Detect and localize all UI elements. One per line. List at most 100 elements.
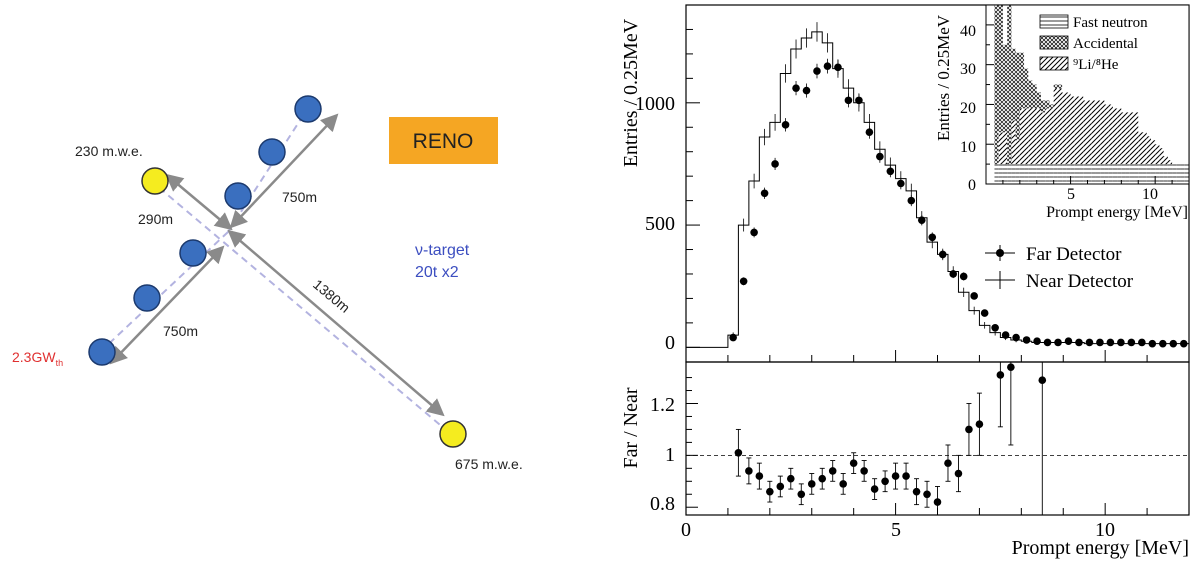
fast-neutron-bar bbox=[1066, 164, 1071, 184]
far-point bbox=[1169, 339, 1178, 348]
legend-far-marker bbox=[996, 249, 1004, 257]
ratio-point bbox=[860, 467, 868, 475]
legend-near-label: Near Detector bbox=[1026, 271, 1134, 292]
legend-li-label: ⁹Li/⁸He bbox=[1073, 57, 1119, 73]
ratio-point bbox=[745, 467, 753, 475]
background-inset-plot: Entries / 0.25MeV 0 10 20 30 40 5 10 Pro… bbox=[934, 4, 1190, 221]
main-ytick-1000: 1000 bbox=[635, 93, 675, 115]
label-reactor-power: 2.3GWth bbox=[12, 349, 63, 368]
li-he-bar bbox=[1150, 140, 1156, 165]
far-detector-marker bbox=[439, 420, 467, 448]
ratio-ylabel: Far / Near bbox=[620, 387, 642, 468]
label-target-line2: 20t x2 bbox=[415, 264, 459, 281]
li-he-bar bbox=[1138, 132, 1143, 165]
far-point bbox=[1043, 338, 1052, 347]
li-he-bar bbox=[1083, 100, 1088, 165]
far-point bbox=[844, 96, 853, 105]
ratio-point bbox=[891, 472, 900, 480]
far-point bbox=[739, 277, 748, 286]
far-point bbox=[823, 62, 832, 70]
fast-neutron-bar bbox=[1167, 164, 1173, 184]
fast-neutron-bar bbox=[1087, 164, 1092, 184]
far-point bbox=[949, 270, 958, 278]
ratio-point bbox=[839, 480, 847, 488]
accidental-bar bbox=[1053, 84, 1058, 89]
far-point bbox=[1012, 333, 1020, 342]
fast-neutron-bar bbox=[1176, 164, 1181, 184]
main-plot-ticks bbox=[685, 28, 1190, 362]
li-he-bar bbox=[1134, 112, 1139, 165]
ratio-point bbox=[766, 487, 774, 496]
inset-legend: Fast neutron Accidental ⁹Li/⁸He bbox=[1039, 14, 1148, 73]
label-distance-290: 290m bbox=[138, 211, 173, 227]
reactor-1 bbox=[88, 338, 116, 366]
li-he-bar bbox=[1129, 112, 1135, 165]
li-he-bar bbox=[1100, 100, 1105, 165]
reactor-6 bbox=[294, 95, 322, 123]
far-point bbox=[792, 84, 800, 92]
main-ytick-0: 0 bbox=[665, 332, 675, 354]
li-he-bar bbox=[1121, 112, 1126, 165]
far-point bbox=[917, 216, 926, 224]
inset-ytick-30: 30 bbox=[960, 61, 976, 78]
inset-ticks bbox=[985, 4, 1190, 185]
fast-neutron-bar bbox=[1142, 164, 1147, 184]
far-point bbox=[1064, 337, 1073, 346]
accidental-bar bbox=[1057, 84, 1063, 89]
li-he-bar bbox=[1095, 100, 1101, 165]
ratio-xtick-0: 0 bbox=[681, 519, 691, 541]
far-point bbox=[959, 272, 968, 281]
far-detector-points bbox=[729, 58, 1188, 348]
li-he-bar bbox=[1070, 96, 1075, 165]
far-point bbox=[781, 121, 790, 129]
li-he-bar bbox=[1125, 112, 1130, 165]
fast-neutron-bar bbox=[1019, 164, 1025, 184]
main-legend: Far Detector Near Detector bbox=[985, 244, 1134, 292]
li-he-bar bbox=[1053, 88, 1058, 165]
li-he-bar bbox=[1117, 108, 1122, 165]
far-point bbox=[1117, 338, 1125, 347]
far-point bbox=[1138, 338, 1146, 347]
fast-neutron-bar bbox=[1172, 164, 1177, 184]
fast-neutron-bar bbox=[1117, 164, 1122, 184]
baseline-dashed-far bbox=[149, 179, 453, 436]
fast-neutron-bar bbox=[1146, 164, 1151, 184]
far-point bbox=[1148, 339, 1157, 348]
label-overburden-near: 230 m.w.e. bbox=[75, 143, 143, 159]
far-point bbox=[1001, 331, 1010, 339]
ratio-ytick-1.2: 1.2 bbox=[650, 394, 675, 416]
li-he-bar bbox=[1091, 100, 1096, 165]
ratio-point bbox=[807, 480, 816, 488]
ratio-point bbox=[933, 498, 942, 506]
fast-neutron-bar bbox=[1100, 164, 1105, 184]
ratio-xlabel: Prompt energy [MeV] bbox=[1012, 537, 1189, 559]
fast-neutron-bar bbox=[1163, 164, 1168, 184]
accidental-bar bbox=[1045, 100, 1050, 109]
legend-acc-label: Accidental bbox=[1073, 36, 1138, 52]
li-he-bar bbox=[1040, 112, 1046, 165]
far-point bbox=[813, 67, 821, 75]
fast-neutron-bar bbox=[1108, 164, 1113, 184]
ratio-point bbox=[870, 485, 879, 493]
ratio-ytick-0.8: 0.8 bbox=[650, 493, 675, 515]
li-he-bar bbox=[1155, 144, 1160, 165]
arrow-750m-upper bbox=[229, 113, 339, 229]
li-he-bar bbox=[1057, 88, 1063, 165]
label-distance-750-upper: 750m bbox=[282, 189, 317, 205]
arrow-290m bbox=[165, 173, 233, 231]
fast-neutron-bar bbox=[1070, 164, 1075, 184]
accidental-bar bbox=[1011, 48, 1016, 121]
fast-neutron-bar bbox=[1015, 164, 1020, 184]
far-point bbox=[760, 189, 769, 198]
li-he-bar bbox=[1112, 108, 1118, 165]
ratio-point bbox=[975, 420, 984, 429]
li-he-bar bbox=[1019, 108, 1025, 165]
main-ytick-500: 500 bbox=[645, 213, 675, 235]
li-he-bar bbox=[1036, 108, 1041, 165]
accidental-bar bbox=[1002, 44, 1008, 133]
li-he-bar bbox=[1062, 92, 1067, 165]
inset-xtick-5: 5 bbox=[1067, 186, 1075, 203]
far-point bbox=[1054, 338, 1062, 347]
fast-neutron-bar bbox=[1134, 164, 1139, 184]
li-he-bar bbox=[1011, 120, 1016, 165]
